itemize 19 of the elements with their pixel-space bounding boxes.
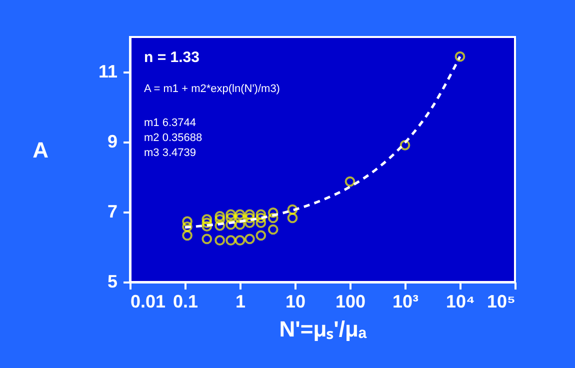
x-tick-label: 0.1 <box>172 292 198 312</box>
annotation: m1 6.3744 <box>144 117 196 129</box>
annotation: A = m1 + m2*exp(ln(N')/m3) <box>144 83 280 95</box>
y-tick-label: 9 <box>107 132 118 152</box>
x-tick-label: 1 <box>235 292 246 312</box>
x-tick-label: 10⁴ <box>446 292 475 312</box>
y-tick-label: 11 <box>98 62 118 82</box>
x-axis-title: N'=μₛ'/μₐ <box>279 316 368 342</box>
x-tick-label: 10⁵ <box>487 292 516 312</box>
y-axis-title: A <box>32 138 49 162</box>
x-tick-label: 0.01 <box>130 292 166 312</box>
x-tick-label: 100 <box>335 292 366 312</box>
annotation: m2 0.35688 <box>144 132 202 144</box>
x-tick-label: 10³ <box>392 292 419 312</box>
x-tick-label: 10 <box>285 292 306 312</box>
y-tick-label: 7 <box>107 202 118 222</box>
annotation: n = 1.33 <box>144 49 200 66</box>
annotation: m3 3.4739 <box>144 147 196 159</box>
y-tick-label: 5 <box>107 272 118 292</box>
